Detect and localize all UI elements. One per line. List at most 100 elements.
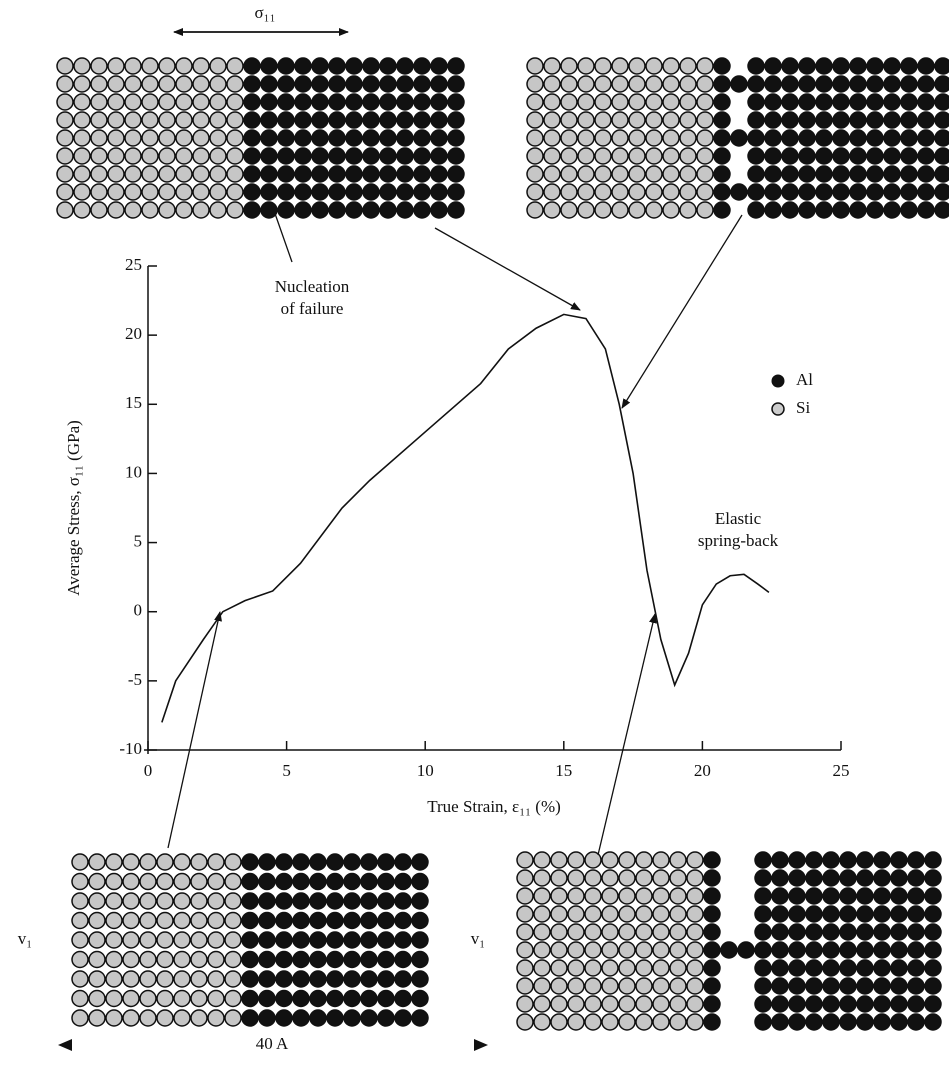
al-atom — [840, 924, 856, 940]
al-atom — [278, 148, 294, 164]
al-atom — [901, 202, 917, 218]
si-atom — [227, 76, 243, 92]
si-atom — [174, 991, 190, 1007]
si-atom — [527, 112, 543, 128]
al-atom — [755, 978, 771, 994]
al-atom — [908, 996, 924, 1012]
si-atom — [534, 942, 550, 958]
al-atom — [346, 130, 362, 146]
si-atom — [227, 94, 243, 110]
al-atom — [259, 913, 275, 929]
si-atom — [210, 130, 226, 146]
al-atom — [380, 148, 396, 164]
al-atom — [840, 978, 856, 994]
si-atom — [193, 76, 209, 92]
al-atom — [840, 870, 856, 886]
al-atom — [380, 58, 396, 74]
si-atom — [595, 202, 611, 218]
al-atom — [901, 112, 917, 128]
al-atom — [755, 996, 771, 1012]
al-atom — [908, 870, 924, 886]
si-atom — [527, 76, 543, 92]
si-atom — [208, 874, 224, 890]
si-atom — [159, 112, 175, 128]
al-atom — [731, 76, 747, 92]
al-atom — [867, 58, 883, 74]
al-atom — [935, 148, 949, 164]
si-atom — [193, 94, 209, 110]
si-atom — [551, 960, 567, 976]
al-atom — [295, 94, 311, 110]
si-atom — [140, 893, 156, 909]
al-atom — [908, 852, 924, 868]
si-atom — [176, 58, 192, 74]
si-atom — [74, 112, 90, 128]
al-atom — [884, 58, 900, 74]
al-atom — [823, 996, 839, 1012]
si-atom — [227, 148, 243, 164]
al-atom — [295, 184, 311, 200]
si-atom — [159, 94, 175, 110]
si-atom — [595, 184, 611, 200]
al-atom — [799, 184, 815, 200]
si-atom — [602, 1014, 618, 1030]
si-atom — [89, 932, 105, 948]
al-atom — [244, 112, 260, 128]
al-atom — [361, 991, 377, 1007]
al-atom — [276, 854, 292, 870]
si-atom — [72, 1010, 88, 1026]
al-atom — [908, 960, 924, 976]
si-atom — [551, 906, 567, 922]
si-atom — [89, 952, 105, 968]
si-atom — [106, 1010, 122, 1026]
al-atom — [259, 1010, 275, 1026]
al-atom — [806, 960, 822, 976]
si-atom — [578, 112, 594, 128]
y-tick-label: 15 — [125, 393, 142, 412]
si-atom — [551, 978, 567, 994]
al-atom — [857, 978, 873, 994]
si-atom — [108, 166, 124, 182]
si-atom — [544, 76, 560, 92]
si-atom — [670, 924, 686, 940]
si-atom — [108, 148, 124, 164]
si-atom — [568, 906, 584, 922]
si-atom — [91, 76, 107, 92]
si-atom — [534, 960, 550, 976]
al-atom — [295, 130, 311, 146]
si-atom — [578, 148, 594, 164]
si-atom — [225, 991, 241, 1007]
si-atom — [629, 58, 645, 74]
al-atom — [782, 94, 798, 110]
si-atom — [210, 184, 226, 200]
al-atom — [278, 166, 294, 182]
al-atom — [363, 112, 379, 128]
si-atom — [174, 893, 190, 909]
al-atom — [816, 148, 832, 164]
al-atom — [782, 148, 798, 164]
si-atom — [687, 852, 703, 868]
al-atom — [310, 854, 326, 870]
si-atom — [176, 76, 192, 92]
al-atom — [874, 888, 890, 904]
al-atom — [755, 888, 771, 904]
si-atom — [636, 888, 652, 904]
al-atom — [765, 130, 781, 146]
si-atom — [208, 1010, 224, 1026]
al-atom — [361, 893, 377, 909]
al-atom — [789, 924, 805, 940]
al-atom — [884, 184, 900, 200]
al-atom — [261, 58, 277, 74]
al-atom — [329, 184, 345, 200]
si-atom — [585, 906, 601, 922]
si-atom — [670, 870, 686, 886]
al-atom — [259, 932, 275, 948]
si-atom — [595, 94, 611, 110]
y-axis-label: Average Stress, σ₁₁ (GPa) — [64, 420, 83, 596]
al-atom — [412, 932, 428, 948]
al-atom — [261, 166, 277, 182]
al-atom — [310, 952, 326, 968]
si-atom — [551, 924, 567, 940]
arrow — [598, 614, 655, 855]
si-atom — [629, 202, 645, 218]
